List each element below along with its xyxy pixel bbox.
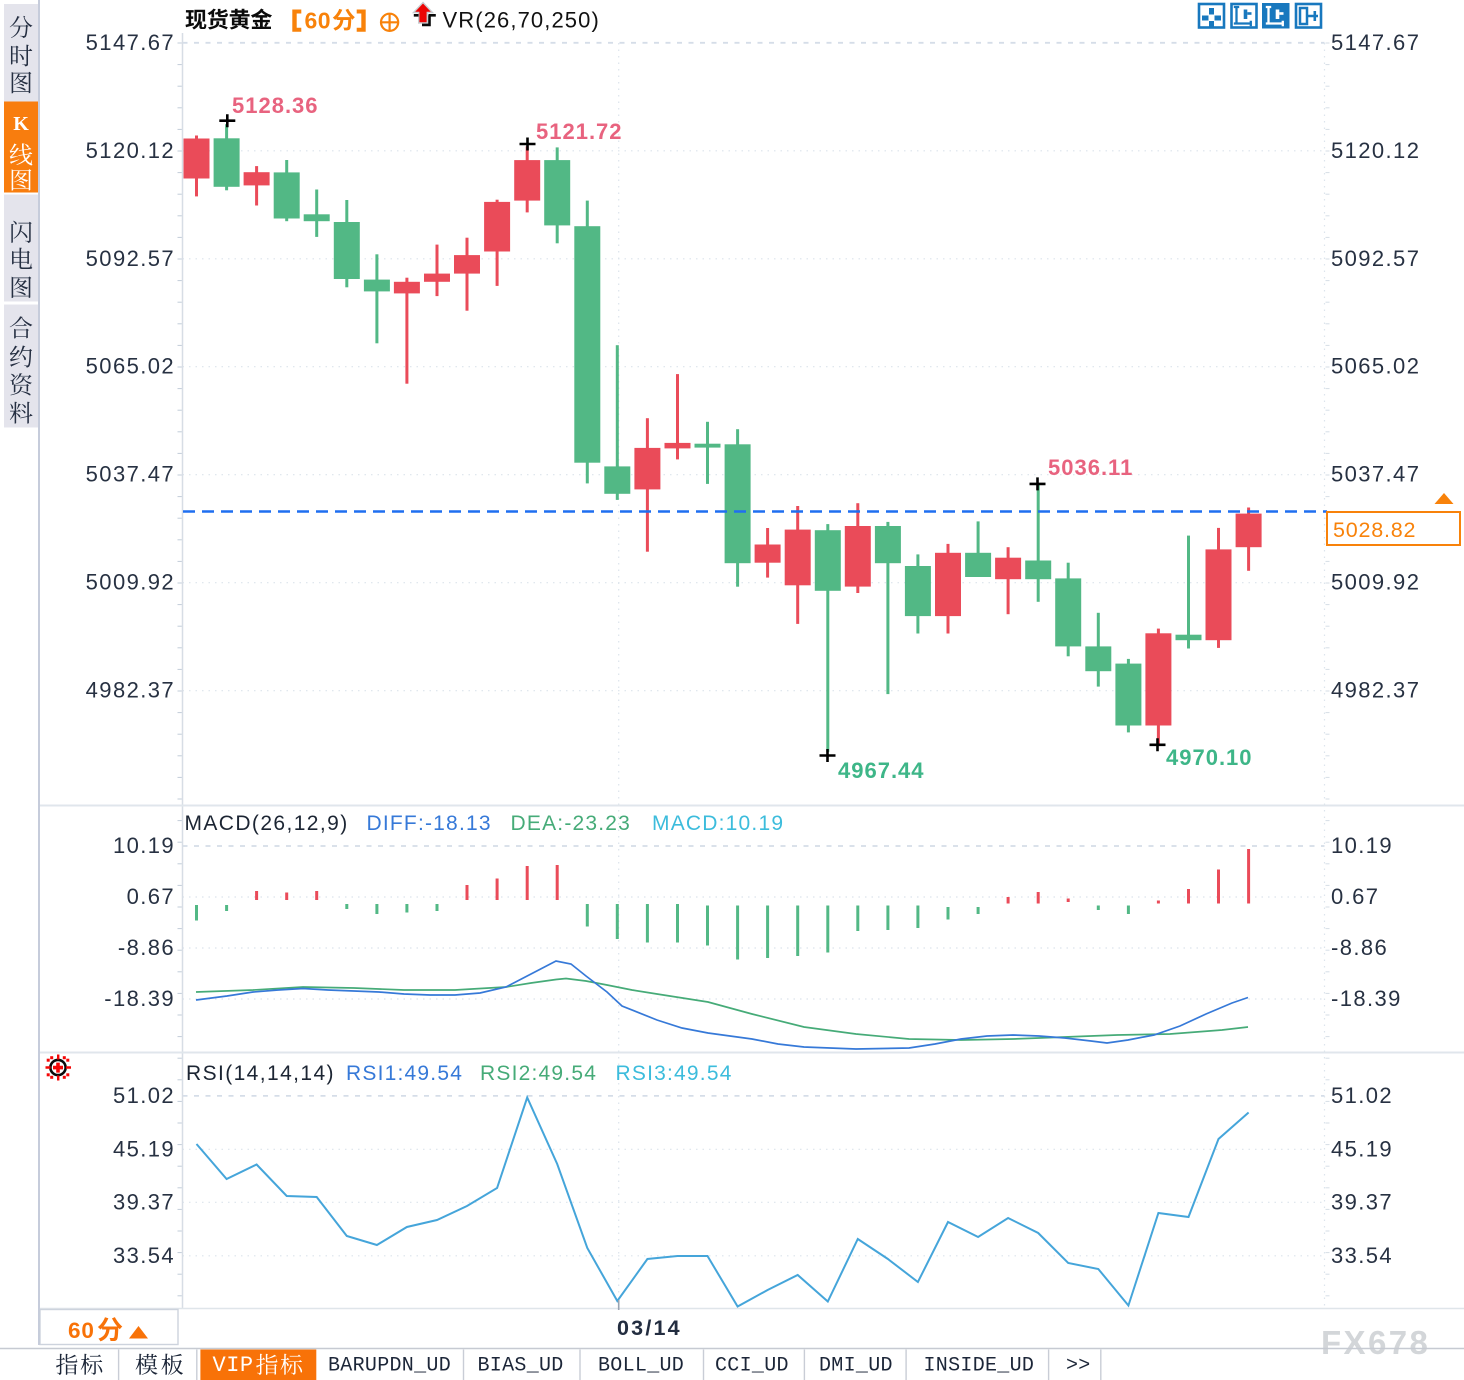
svg-text:5120.12: 5120.12	[1331, 138, 1420, 163]
svg-text:RSI2:49.54: RSI2:49.54	[480, 1062, 597, 1085]
svg-text:33.54: 33.54	[1331, 1243, 1393, 1268]
svg-text:51.02: 51.02	[113, 1083, 175, 1108]
svg-text:RSI1:49.54: RSI1:49.54	[346, 1062, 463, 1085]
svg-text:CCI_UD: CCI_UD	[715, 1355, 789, 1378]
svg-text:5028.82: 5028.82	[1333, 518, 1416, 542]
svg-text:0.67: 0.67	[127, 884, 175, 909]
svg-text:4970.10: 4970.10	[1166, 745, 1253, 770]
svg-text:5009.92: 5009.92	[86, 570, 175, 595]
svg-text:39.37: 39.37	[1331, 1189, 1393, 1214]
svg-text:45.19: 45.19	[113, 1136, 175, 1161]
svg-text:BIAS_UD: BIAS_UD	[478, 1355, 564, 1378]
svg-text:5037.47: 5037.47	[1331, 462, 1420, 487]
svg-text:5036.11: 5036.11	[1048, 455, 1133, 480]
svg-text:5147.67: 5147.67	[86, 30, 175, 55]
svg-text:60: 60	[305, 8, 332, 34]
svg-text:FX678: FX678	[1321, 1324, 1430, 1361]
svg-text:-8.86: -8.86	[118, 935, 175, 960]
svg-text:5009.92: 5009.92	[1331, 570, 1420, 595]
svg-text:60: 60	[68, 1318, 95, 1343]
svg-text:5128.36: 5128.36	[232, 93, 319, 118]
svg-text:>>: >>	[1066, 1355, 1091, 1378]
svg-text:MACD:10.19: MACD:10.19	[652, 812, 784, 835]
svg-text:5120.12: 5120.12	[86, 138, 175, 163]
svg-text:DMI_UD: DMI_UD	[819, 1355, 893, 1378]
svg-text:VIP: VIP	[213, 1353, 254, 1378]
svg-text:5092.57: 5092.57	[86, 246, 175, 271]
svg-text:VR(26,70,250): VR(26,70,250)	[443, 8, 600, 33]
svg-text:5092.57: 5092.57	[1331, 246, 1420, 271]
svg-text:39.37: 39.37	[113, 1189, 175, 1214]
svg-text:0.67: 0.67	[1331, 884, 1379, 909]
svg-text:DIFF:-18.13: DIFF:-18.13	[367, 812, 492, 835]
svg-text:5121.72: 5121.72	[536, 119, 623, 144]
svg-text:5065.02: 5065.02	[86, 354, 175, 379]
svg-text:10.19: 10.19	[113, 833, 175, 858]
svg-text:MACD(26,12,9): MACD(26,12,9)	[185, 812, 349, 835]
svg-text:45.19: 45.19	[1331, 1136, 1393, 1161]
svg-text:10.19: 10.19	[1331, 833, 1393, 858]
svg-text:RSI(14,14,14): RSI(14,14,14)	[186, 1062, 335, 1085]
svg-text:5065.02: 5065.02	[1331, 354, 1420, 379]
svg-text:5037.47: 5037.47	[86, 462, 175, 487]
svg-text:INSIDE_UD: INSIDE_UD	[924, 1355, 1035, 1378]
svg-text:-18.39: -18.39	[104, 986, 175, 1011]
svg-text:RSI3:49.54: RSI3:49.54	[616, 1062, 733, 1085]
svg-text:03/14: 03/14	[617, 1316, 682, 1340]
svg-text:4982.37: 4982.37	[86, 678, 175, 703]
svg-text:-18.39: -18.39	[1331, 986, 1402, 1011]
svg-text:-8.86: -8.86	[1331, 935, 1388, 960]
svg-text:K: K	[13, 113, 29, 135]
svg-text:33.54: 33.54	[113, 1243, 175, 1268]
svg-text:51.02: 51.02	[1331, 1083, 1393, 1108]
svg-text:BARUPDN_UD: BARUPDN_UD	[328, 1355, 451, 1378]
svg-text:BOLL_UD: BOLL_UD	[598, 1355, 684, 1378]
svg-text:4967.44: 4967.44	[838, 758, 925, 783]
svg-text:DEA:-23.23: DEA:-23.23	[511, 812, 632, 835]
svg-text:5147.67: 5147.67	[1331, 30, 1420, 55]
svg-text:4982.37: 4982.37	[1331, 678, 1420, 703]
